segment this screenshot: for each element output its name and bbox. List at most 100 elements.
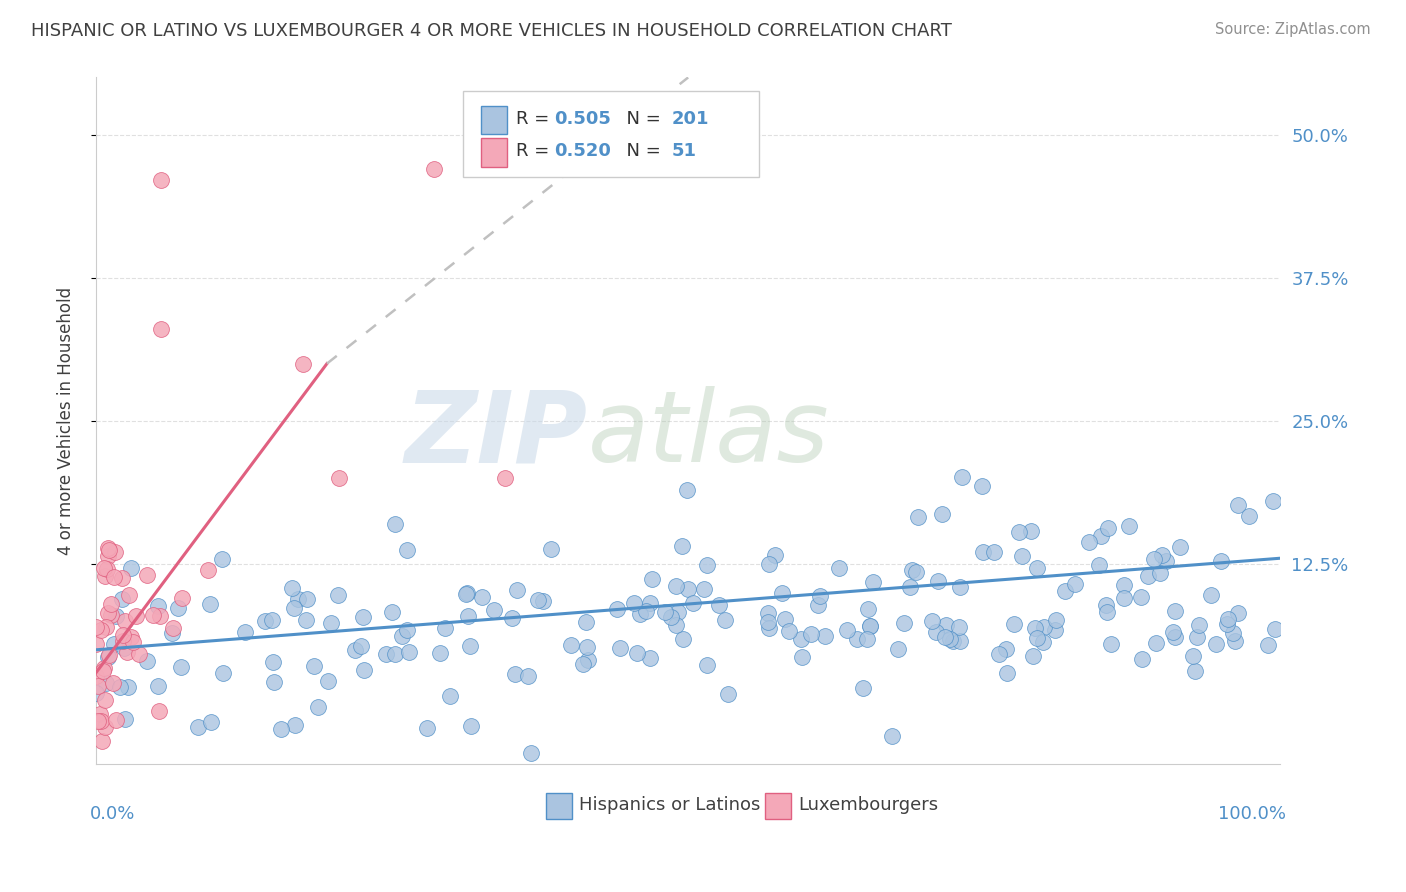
Text: 100.0%: 100.0%: [1218, 805, 1286, 823]
Point: [609, 641, 631, 656]
Point: [117, 680, 139, 694]
Point: [460, 719, 482, 733]
Point: [640, 572, 662, 586]
Point: [520, 746, 543, 760]
Point: [575, 640, 598, 655]
Point: [907, 510, 929, 524]
Point: [1054, 584, 1077, 599]
Point: [1205, 637, 1227, 651]
Point: [90, 624, 112, 638]
Point: [456, 587, 478, 601]
Point: [758, 606, 780, 620]
Point: [1032, 635, 1054, 649]
Point: [987, 648, 1010, 662]
Point: [714, 613, 737, 627]
Point: [262, 613, 284, 627]
Point: [97, 541, 120, 556]
Point: [398, 645, 420, 659]
Point: [626, 646, 648, 660]
Point: [104, 609, 127, 624]
Point: [1143, 551, 1166, 566]
Point: [112, 641, 135, 656]
Point: [103, 637, 125, 651]
Point: [284, 718, 307, 732]
Point: [672, 632, 695, 646]
Point: [654, 606, 676, 620]
Point: [540, 541, 562, 556]
Point: [606, 602, 628, 616]
Point: [439, 690, 461, 704]
Point: [934, 630, 956, 644]
Point: [114, 614, 136, 628]
Y-axis label: 4 or more Vehicles in Household: 4 or more Vehicles in Household: [58, 287, 75, 555]
Point: [328, 588, 350, 602]
Point: [283, 601, 305, 615]
Point: [111, 572, 134, 586]
Point: [115, 645, 138, 659]
Point: [972, 545, 994, 559]
Point: [925, 624, 948, 639]
Point: [886, 641, 908, 656]
Point: [758, 621, 780, 635]
Point: [1112, 591, 1135, 605]
Point: [675, 483, 697, 497]
Point: [1264, 622, 1286, 636]
Point: [429, 646, 451, 660]
Point: [375, 647, 398, 661]
Point: [1215, 616, 1237, 631]
Point: [167, 601, 190, 615]
Point: [1024, 621, 1046, 635]
Point: [84, 637, 107, 651]
Point: [709, 598, 731, 612]
Point: [1112, 578, 1135, 592]
Point: [1263, 494, 1285, 508]
Point: [773, 612, 796, 626]
Point: [1099, 637, 1122, 651]
Point: [668, 605, 690, 619]
Point: [381, 606, 404, 620]
Point: [97, 606, 120, 620]
Point: [1184, 664, 1206, 678]
Point: [1199, 588, 1222, 602]
Point: [1188, 617, 1211, 632]
Point: [1021, 649, 1043, 664]
Point: [384, 517, 406, 532]
Point: [111, 592, 134, 607]
Point: [1137, 569, 1160, 583]
Point: [506, 583, 529, 598]
Point: [862, 575, 884, 590]
Point: [1088, 558, 1111, 573]
Point: [527, 593, 550, 607]
Text: 0.520: 0.520: [554, 142, 612, 160]
Text: atlas: atlas: [588, 386, 830, 483]
Text: Source: ZipAtlas.com: Source: ZipAtlas.com: [1215, 22, 1371, 37]
Point: [970, 479, 993, 493]
Point: [148, 704, 170, 718]
Point: [197, 562, 219, 576]
Point: [97, 650, 120, 665]
Point: [935, 617, 957, 632]
Point: [770, 586, 793, 600]
Point: [1144, 636, 1167, 650]
Point: [93, 561, 115, 575]
Point: [149, 608, 172, 623]
Point: [458, 640, 481, 654]
Point: [471, 590, 494, 604]
Point: [560, 638, 582, 652]
Point: [170, 660, 193, 674]
Point: [778, 624, 800, 639]
Point: [100, 608, 122, 623]
Point: [122, 634, 145, 648]
Point: [1156, 554, 1178, 568]
Point: [128, 648, 150, 662]
Point: [995, 665, 1018, 680]
Point: [665, 618, 688, 632]
Point: [503, 667, 526, 681]
Point: [1008, 524, 1031, 539]
Point: [94, 675, 117, 690]
Point: [814, 629, 837, 643]
Point: [661, 610, 683, 624]
Point: [86, 679, 108, 693]
Point: [921, 614, 943, 628]
Point: [482, 603, 505, 617]
